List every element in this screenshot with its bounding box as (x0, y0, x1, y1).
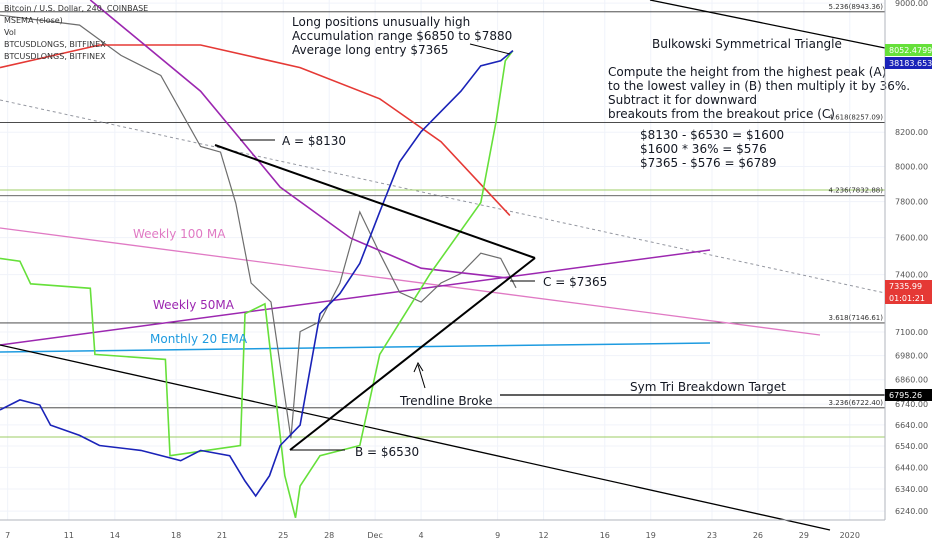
fib-label: 4.618(8257.09) (829, 114, 884, 122)
price-tag (885, 389, 932, 401)
fib-label: 4.236(7832.88) (829, 187, 884, 195)
series-line (0, 50, 514, 518)
arrow-head (413, 361, 424, 373)
point-label: C = $7365 (543, 275, 607, 289)
note: Average long entry $7365 (292, 43, 449, 57)
y-tick-label: 6740.00 (895, 400, 928, 409)
method: Subtract it for downward (608, 93, 757, 107)
weekly-100-line (0, 227, 821, 336)
y-tick-label: 7600.00 (895, 234, 928, 243)
axes: 9000.00 8200.00 8000.00 7800.00 7600.00 7400.… (5, 0, 932, 540)
triangle-lower (289, 257, 536, 451)
series-line (89, 0, 510, 280)
y-tick-label: 6440.00 (895, 463, 928, 472)
price-tag-label: 6795.26 (889, 391, 922, 400)
price-tag (885, 280, 932, 292)
price-tag-label: 01:01:21 (889, 294, 925, 303)
x-tick-label: 16 (600, 531, 610, 540)
y-tick-label: 9000.00 (895, 0, 928, 8)
method: to the lowest valley in (B) then multipl… (608, 79, 910, 93)
y-tick-label: 6540.00 (895, 442, 928, 451)
y-tick-label: 7100.00 (895, 328, 928, 337)
ma-label: Weekly 50MA (153, 298, 235, 312)
ma-label: Weekly 100 MA (133, 227, 226, 241)
x-tick-label: 19 (646, 531, 656, 540)
y-tick-label: 6640.00 (895, 421, 928, 430)
x-tick-label: 7 (5, 531, 10, 540)
x-tick-label: 9 (495, 531, 500, 540)
monthly-20-line (0, 342, 711, 353)
plot (0, 0, 517, 518)
weekly-50-line (0, 249, 711, 346)
formula: $8130 - $6530 = $1600 (640, 128, 784, 142)
method: breakouts from the breakout price (C) (608, 107, 835, 121)
y-tick-label: 8200.00 (895, 128, 928, 137)
x-tick-label: 21 (217, 531, 227, 540)
x-tick-label: 2020 (840, 531, 860, 540)
legend-entry: BTCUSDLONGS, BITFINEX (4, 40, 106, 49)
price-tag (885, 44, 932, 56)
y-tick-label: 8000.00 (895, 162, 928, 171)
legend-entry: BTCUSDLONGS, BITFINEX (4, 52, 106, 61)
y-tick-label: 6340.00 (895, 485, 928, 494)
series-line (0, 44, 511, 217)
fib-label: 3.618(7146.61) (829, 314, 884, 322)
point-label: A = $8130 (282, 134, 346, 148)
point-label: B = $6530 (355, 445, 419, 459)
grid (0, 0, 885, 520)
x-tick-label: Dec (367, 531, 382, 540)
legend-entry: Bitcoin / U.S. Dollar, 240, COINBASE (4, 4, 148, 13)
x-tick-label: 29 (799, 531, 809, 540)
x-tick-label: 18 (171, 531, 181, 540)
pattern-title: Bulkowski Symmetrical Triangle (652, 37, 842, 51)
ma-label: Monthly 20 EMA (150, 332, 248, 346)
long-trendline (0, 344, 831, 531)
pointer-long (469, 43, 511, 55)
x-tick-label: 12 (538, 531, 548, 540)
note: Accumulation range $6850 to $7880 (292, 29, 512, 43)
x-tick-label: 14 (110, 531, 120, 540)
price-tag-label: 38183.6539 (889, 59, 932, 68)
y-tick-label: 6240.00 (895, 507, 928, 516)
note: Long positions unusually high (292, 15, 470, 29)
legend-entry: MSEMA (close) (4, 16, 63, 25)
upper-trendline (649, 0, 886, 49)
note: Trendline Broke (399, 394, 492, 408)
series-line (0, 14, 517, 439)
method: Compute the height from the highest peak… (608, 65, 886, 79)
x-tick-label: 26 (753, 531, 763, 540)
y-tick-label: 7800.00 (895, 198, 928, 207)
fib-label: 5.236(8943.36) (829, 3, 884, 11)
legend-entry: Vol (4, 28, 16, 37)
price-tag-label: 7335.99 (889, 282, 922, 291)
formula: $1600 * 36% = $576 (640, 142, 767, 156)
x-tick-label: 23 (707, 531, 717, 540)
x-tick-label: 11 (64, 531, 74, 540)
price-tag (885, 57, 932, 69)
price-tag-label: 8052.4799 (889, 46, 932, 55)
x-tick-label: 28 (324, 531, 334, 540)
y-tick-label: 7400.00 (895, 271, 928, 280)
formula: $7365 - $576 = $6789 (640, 156, 777, 170)
x-tick-label: 25 (278, 531, 288, 540)
note: Sym Tri Breakdown Target (630, 380, 786, 394)
triangle-upper (214, 144, 536, 259)
x-tick-label: 4 (419, 531, 424, 540)
y-tick-label: 6980.00 (895, 352, 928, 361)
series-line (0, 49, 514, 498)
fib-label: 3.236(6722.40) (829, 399, 884, 407)
dashed-trendline (0, 99, 886, 294)
pointer-trendline (417, 364, 426, 389)
y-tick-label: 6860.00 (895, 376, 928, 385)
price-tag (885, 292, 932, 304)
